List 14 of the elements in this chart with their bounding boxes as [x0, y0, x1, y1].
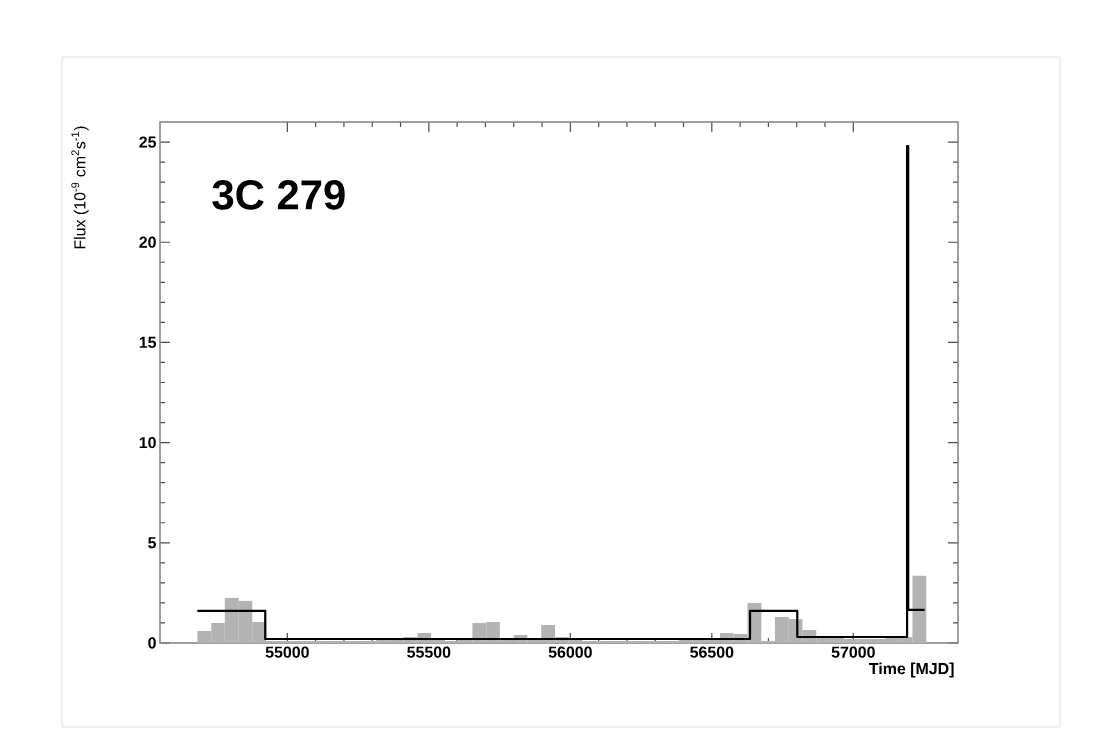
text: 3C 279: [212, 180, 345, 210]
y-tick-label: 15: [139, 336, 157, 348]
x-tick-label: 57000: [831, 646, 875, 658]
x-tick-label: 56000: [548, 646, 592, 658]
x-tick-label: 55500: [407, 646, 451, 658]
y-tick-label: 5: [148, 537, 157, 549]
y-axis-title: Flux (10$^{-9}$ cm$^{2}$s$^{-1}$): [71, 126, 89, 249]
x-axis-title: Time [MJD]: [869, 662, 954, 678]
y-tick-label: 10: [139, 436, 156, 449]
y-tick-label: 25: [139, 136, 157, 148]
y-tick-label: 20: [139, 236, 156, 248]
x-tick-label: 56500: [690, 646, 734, 658]
y-tick-label: 0: [148, 637, 156, 649]
x-tick-label: 55000: [265, 646, 309, 658]
